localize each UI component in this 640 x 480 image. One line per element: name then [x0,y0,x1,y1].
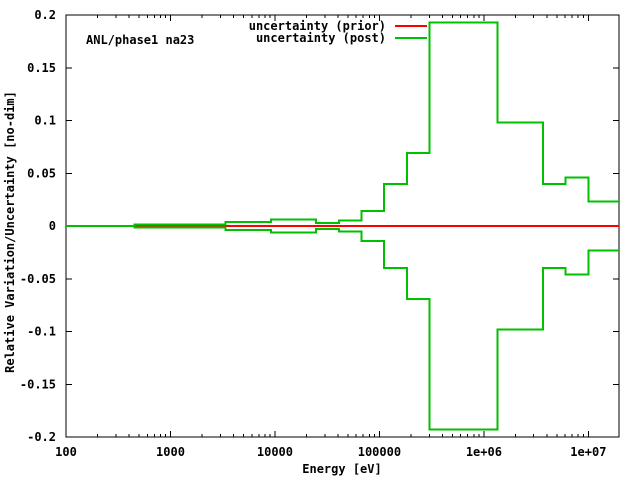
y-tick-label: 0.15 [27,61,56,75]
y-tick-label: -0.1 [27,325,56,339]
y-axis-label: Relative Variation/Uncertainty [no-dim] [3,91,17,373]
x-tick-label: 10000 [257,445,293,459]
legend-item-prior: uncertainty (prior) [249,19,427,33]
legend-item-post: uncertainty (post) [256,31,427,45]
series-post-steps-upper [66,21,619,227]
legend-label-post: uncertainty (post) [255,31,386,45]
plot-annotation: ANL/phase1 na23 [86,33,195,47]
legend-label-prior: uncertainty (prior) [248,19,386,33]
y-tick-label: 0.05 [27,166,56,180]
x-tick-label: 1e+07 [570,445,606,459]
legend-line-sample-prior [395,25,427,27]
legend-line-sample-post [395,37,427,39]
x-tick-label: 1000 [156,445,185,459]
y-tick-label: -0.15 [20,377,56,391]
y-tick-label: -0.2 [27,430,56,444]
x-tick-label: 100000 [358,445,401,459]
x-axis-label: Energy [eV] [302,462,382,476]
y-tick-label: 0 [49,219,56,233]
x-tick-label: 1e+06 [466,445,502,459]
y-tick-label: 0.2 [34,8,56,22]
y-tick-label: 0.1 [34,114,56,128]
y-tick-label: -0.05 [20,272,56,286]
series-post-steps-lower [66,225,619,431]
x-tick-label: 100 [55,445,77,459]
